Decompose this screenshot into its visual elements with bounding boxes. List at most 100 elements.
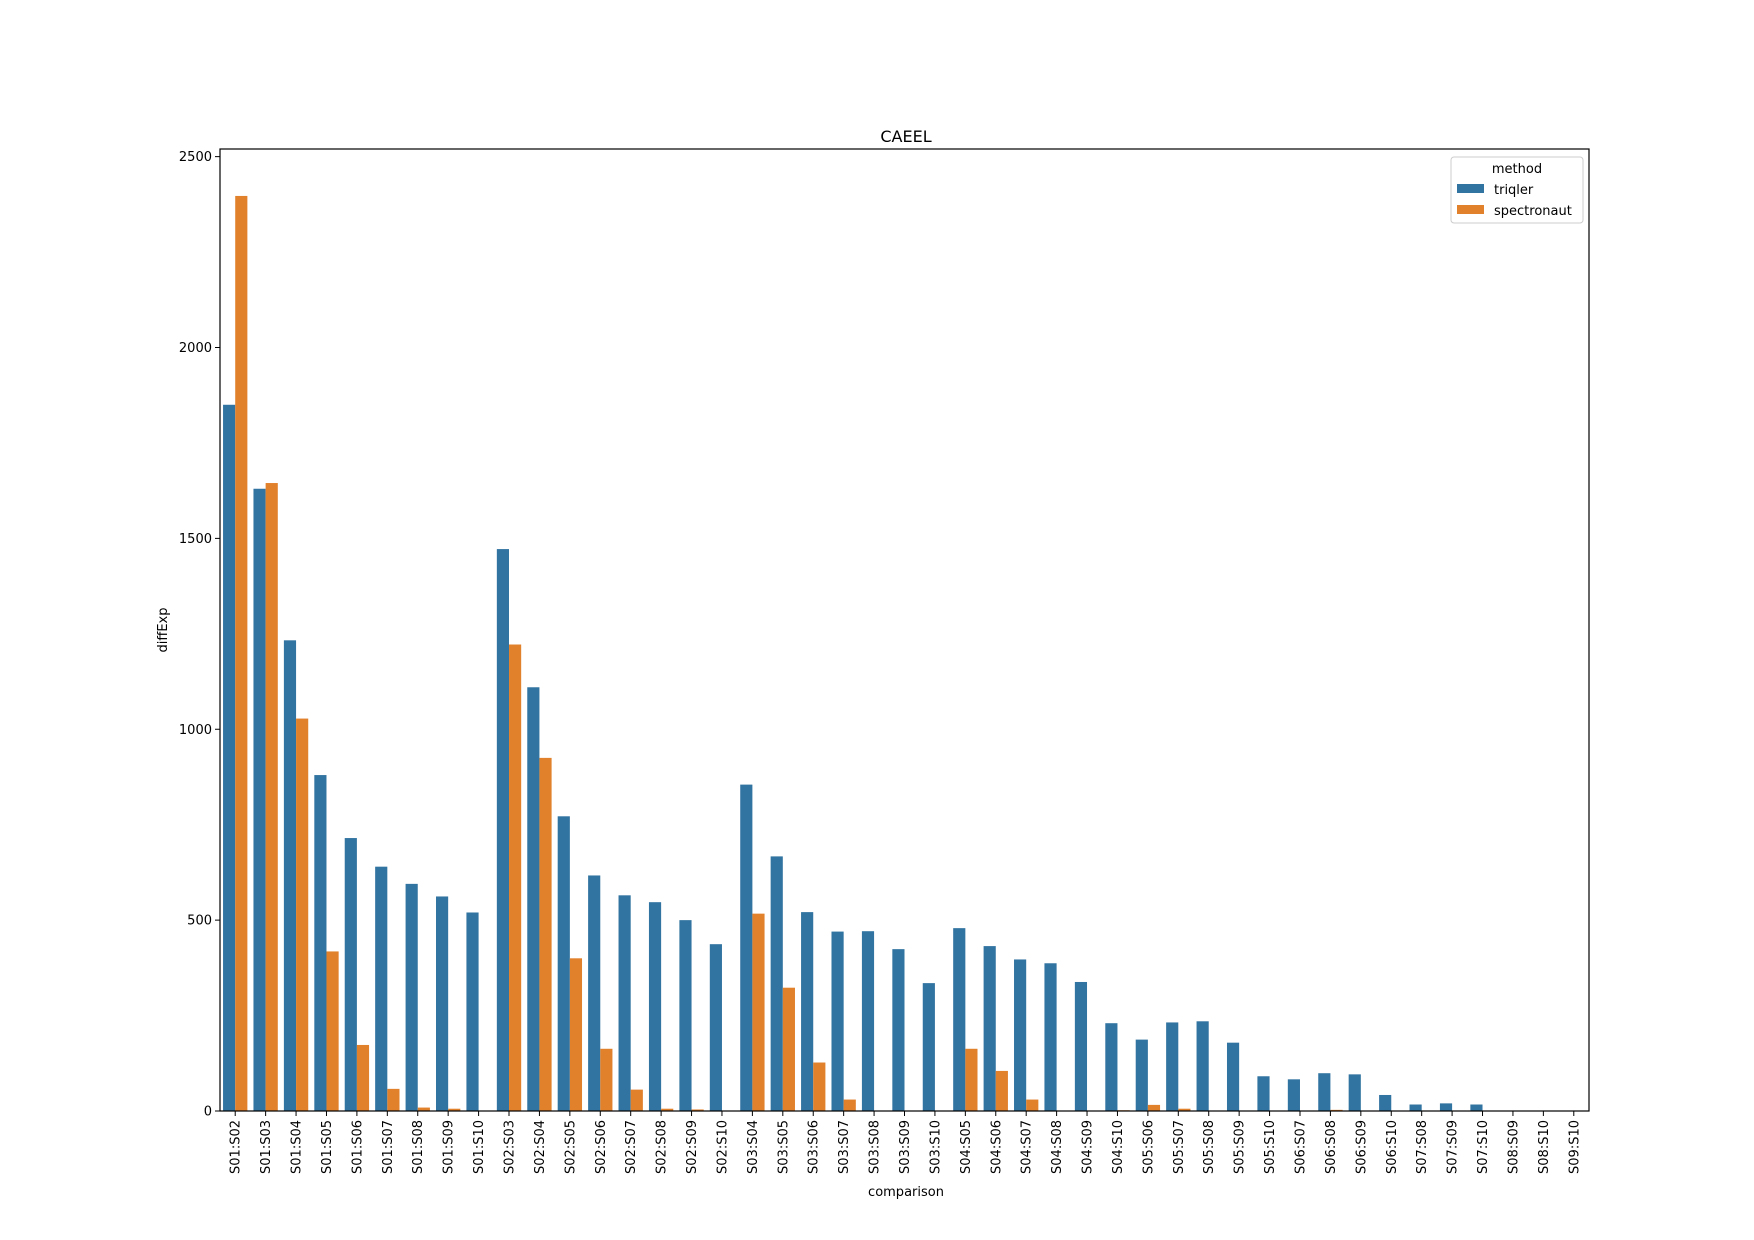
- bar-spectronaut-s03-s05: [782, 987, 795, 1111]
- bar-triqler-s06-s08: [1318, 1073, 1331, 1111]
- x-tick-label: S08:S09: [1506, 1120, 1521, 1174]
- x-tick-label: S04:S05: [959, 1120, 974, 1174]
- bar-triqler-s03-s10: [922, 983, 935, 1111]
- bar-spectronaut-s02-s05: [569, 958, 583, 1111]
- bar-triqler-s01-s08: [405, 883, 418, 1111]
- bar-triqler-s04-s10: [1105, 1023, 1118, 1111]
- x-tick-label: S01:S07: [381, 1120, 396, 1174]
- bar-triqler-s05-s07: [1166, 1022, 1179, 1111]
- x-tick-label: S05:S10: [1263, 1120, 1278, 1174]
- bars-group: [223, 195, 1483, 1111]
- x-tick-label: S03:S06: [807, 1120, 822, 1174]
- bar-triqler-s02-s08: [648, 902, 662, 1111]
- x-tick-label: S05:S09: [1233, 1120, 1248, 1174]
- bar-triqler-s01-s06: [344, 838, 357, 1111]
- x-tick-label: S03:S10: [928, 1120, 943, 1174]
- x-tick-label: S02:S09: [685, 1120, 700, 1174]
- bar-triqler-s05-s08: [1196, 1021, 1209, 1111]
- x-tick-label: S04:S06: [989, 1120, 1004, 1174]
- x-tick-label: S03:S04: [746, 1120, 761, 1174]
- bar-triqler-s03-s05: [770, 856, 783, 1111]
- bar-triqler-s06-s09: [1348, 1074, 1361, 1111]
- y-axis: 0 500 1000 1500 2000 2500: [179, 150, 220, 1120]
- legend-swatch-triqler: [1457, 184, 1484, 193]
- bar-triqler-s02-s04: [527, 687, 540, 1111]
- bar-triqler-s02-s05: [557, 816, 570, 1111]
- bar-spectronaut-s01-s08: [417, 1107, 430, 1111]
- x-tick-label: S08:S10: [1537, 1120, 1552, 1174]
- bar-spectronaut-s03-s04: [752, 913, 765, 1111]
- bar-triqler-s04-s08: [1044, 963, 1057, 1111]
- bar-triqler-s06-s07: [1287, 1079, 1300, 1111]
- bar-spectronaut-s02-s06: [600, 1048, 613, 1111]
- bar-triqler-s05-s06: [1135, 1039, 1148, 1111]
- y-tick-label: 2500: [179, 150, 212, 165]
- bar-triqler-s04-s06: [983, 946, 996, 1111]
- x-tick-label: S05:S07: [1172, 1120, 1187, 1174]
- x-tick-label: S04:S07: [1020, 1120, 1035, 1174]
- bar-spectronaut-s03-s06: [813, 1062, 826, 1111]
- bar-triqler-s01-s10: [466, 912, 479, 1111]
- y-tick-label: 0: [204, 1105, 212, 1120]
- bar-spectronaut-s01-s02: [235, 195, 248, 1111]
- bar-spectronaut-s05-s07: [1178, 1108, 1191, 1111]
- x-tick-label: S09:S10: [1567, 1120, 1582, 1174]
- bar-spectronaut-s05-s06: [1147, 1104, 1161, 1111]
- bar-triqler-s03-s08: [861, 931, 875, 1111]
- bar-triqler-s01-s04: [283, 640, 297, 1111]
- x-tick-label: S05:S08: [1202, 1120, 1217, 1174]
- x-tick-label: S07:S10: [1476, 1120, 1491, 1174]
- chart-title: CAEEL: [880, 127, 931, 146]
- x-tick-label: S02:S06: [594, 1120, 609, 1174]
- x-tick-label: S06:S07: [1293, 1120, 1308, 1174]
- y-tick-label: 1500: [179, 532, 212, 547]
- bar-triqler-s04-s05: [953, 928, 966, 1111]
- bar-triqler-s02-s06: [588, 875, 601, 1111]
- x-tick-label: S01:S03: [259, 1120, 274, 1174]
- legend-swatch-spectronaut: [1457, 205, 1484, 214]
- x-tick-label: S04:S09: [1081, 1120, 1096, 1174]
- x-tick-label: S01:S04: [290, 1120, 305, 1174]
- bar-triqler-s02-s10: [709, 944, 722, 1111]
- bar-triqler-s01-s02: [223, 404, 236, 1111]
- bar-spectronaut-s02-s07: [630, 1089, 643, 1111]
- bar-triqler-s03-s06: [801, 912, 814, 1111]
- legend-title: method: [1492, 162, 1542, 177]
- bar-spectronaut-s02-s09: [691, 1109, 704, 1111]
- x-tick-label: S06:S10: [1385, 1120, 1400, 1174]
- bar-triqler-s04-s07: [1014, 959, 1027, 1111]
- x-tick-label: S03:S08: [868, 1120, 883, 1174]
- x-tick-label: S02:S05: [563, 1120, 578, 1174]
- x-tick-label: S02:S03: [503, 1120, 518, 1174]
- bar-triqler-s02-s09: [679, 920, 692, 1111]
- bar-triqler-s07-s09: [1439, 1103, 1453, 1111]
- x-tick-label: S06:S08: [1324, 1120, 1339, 1174]
- y-tick-label: 1000: [179, 723, 212, 738]
- bar-triqler-s02-s07: [618, 895, 631, 1111]
- legend: method triqler spectronaut: [1450, 156, 1584, 224]
- legend-label-triqler: triqler: [1494, 183, 1534, 198]
- y-tick-label: 2000: [179, 341, 212, 356]
- bar-spectronaut-s03-s07: [843, 1099, 856, 1111]
- bar-triqler-s02-s03: [496, 549, 510, 1111]
- bar-triqler-s01-s07: [375, 866, 388, 1111]
- x-tick-label: S04:S08: [1050, 1120, 1065, 1174]
- bar-spectronaut-s01-s07: [387, 1088, 400, 1111]
- bar-triqler-s03-s07: [831, 931, 844, 1111]
- bar-triqler-s01-s03: [253, 488, 266, 1111]
- x-axis: S01:S02 S01:S03 S01:S04 S01:S05 S01:S06 S01:S…: [229, 1111, 1582, 1174]
- bar-spectronaut-s02-s04: [539, 757, 552, 1111]
- x-tick-label: S01:S05: [320, 1120, 335, 1174]
- bar-spectronaut-s04-s06: [995, 1070, 1008, 1111]
- bar-spectronaut-s02-s03: [509, 644, 522, 1111]
- x-tick-label: S01:S10: [472, 1120, 487, 1174]
- bar-triqler-s06-s10: [1379, 1094, 1392, 1111]
- x-tick-label: S01:S09: [442, 1120, 457, 1174]
- x-tick-label: S07:S09: [1446, 1120, 1461, 1174]
- bar-triqler-s07-s08: [1409, 1104, 1422, 1111]
- x-tick-label: S02:S10: [715, 1120, 730, 1174]
- bar-triqler-s03-s04: [740, 784, 753, 1111]
- bar-triqler-s04-s09: [1074, 981, 1088, 1111]
- x-tick-label: S02:S07: [624, 1120, 639, 1174]
